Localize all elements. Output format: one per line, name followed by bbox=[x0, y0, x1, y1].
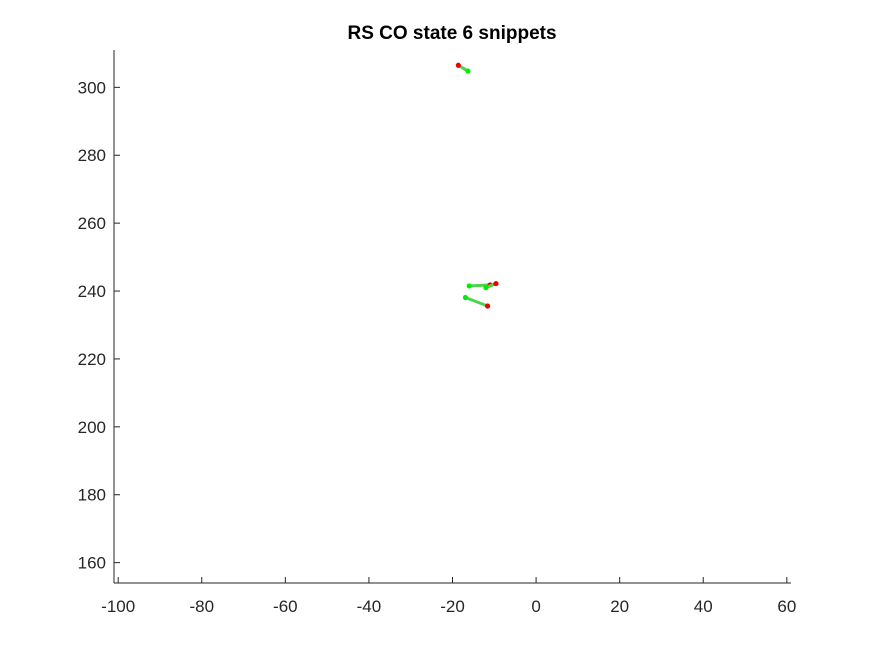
y-tick-label: 220 bbox=[78, 350, 106, 369]
y-tick-label: 200 bbox=[78, 418, 106, 437]
snippet-line bbox=[463, 295, 490, 308]
snippet-end-point bbox=[485, 303, 491, 309]
x-tick-label: -80 bbox=[189, 597, 214, 616]
snippet-start-point bbox=[465, 68, 471, 74]
x-axis-ticks: -100 -80 -60 -40 -20 0 20 40 60 bbox=[101, 577, 796, 616]
x-tick-label: 0 bbox=[531, 597, 540, 616]
y-tick-label: 240 bbox=[78, 282, 106, 301]
snippet-end-point bbox=[493, 280, 499, 287]
y-tick-label: 280 bbox=[78, 146, 106, 165]
y-tick-label: 300 bbox=[78, 78, 106, 97]
snippet-start-point bbox=[462, 294, 469, 301]
y-axis-ticks: 160 180 200 220 240 260 280 300 bbox=[78, 78, 120, 573]
x-tick-label: -60 bbox=[273, 597, 298, 616]
plot-series bbox=[455, 62, 499, 309]
y-tick-label: 160 bbox=[78, 554, 106, 573]
snippet-line bbox=[467, 283, 492, 288]
snippet-end-point bbox=[455, 62, 461, 68]
snippet-start-point bbox=[466, 283, 472, 289]
chart-title: RS CO state 6 snippets bbox=[347, 23, 556, 44]
x-tick-label: 40 bbox=[694, 597, 713, 616]
y-tick-label: 180 bbox=[78, 486, 106, 505]
x-tick-label: -40 bbox=[357, 597, 382, 616]
x-tick-label: 20 bbox=[610, 597, 629, 616]
x-tick-label: 60 bbox=[777, 597, 796, 616]
snippet-1 bbox=[455, 62, 471, 74]
snippet-start-point bbox=[483, 285, 489, 291]
y-tick-label: 260 bbox=[78, 214, 106, 233]
snippet-4 bbox=[462, 294, 491, 309]
snippet-3 bbox=[483, 280, 499, 291]
x-tick-label: -20 bbox=[440, 597, 465, 616]
x-tick-label: -100 bbox=[101, 597, 135, 616]
